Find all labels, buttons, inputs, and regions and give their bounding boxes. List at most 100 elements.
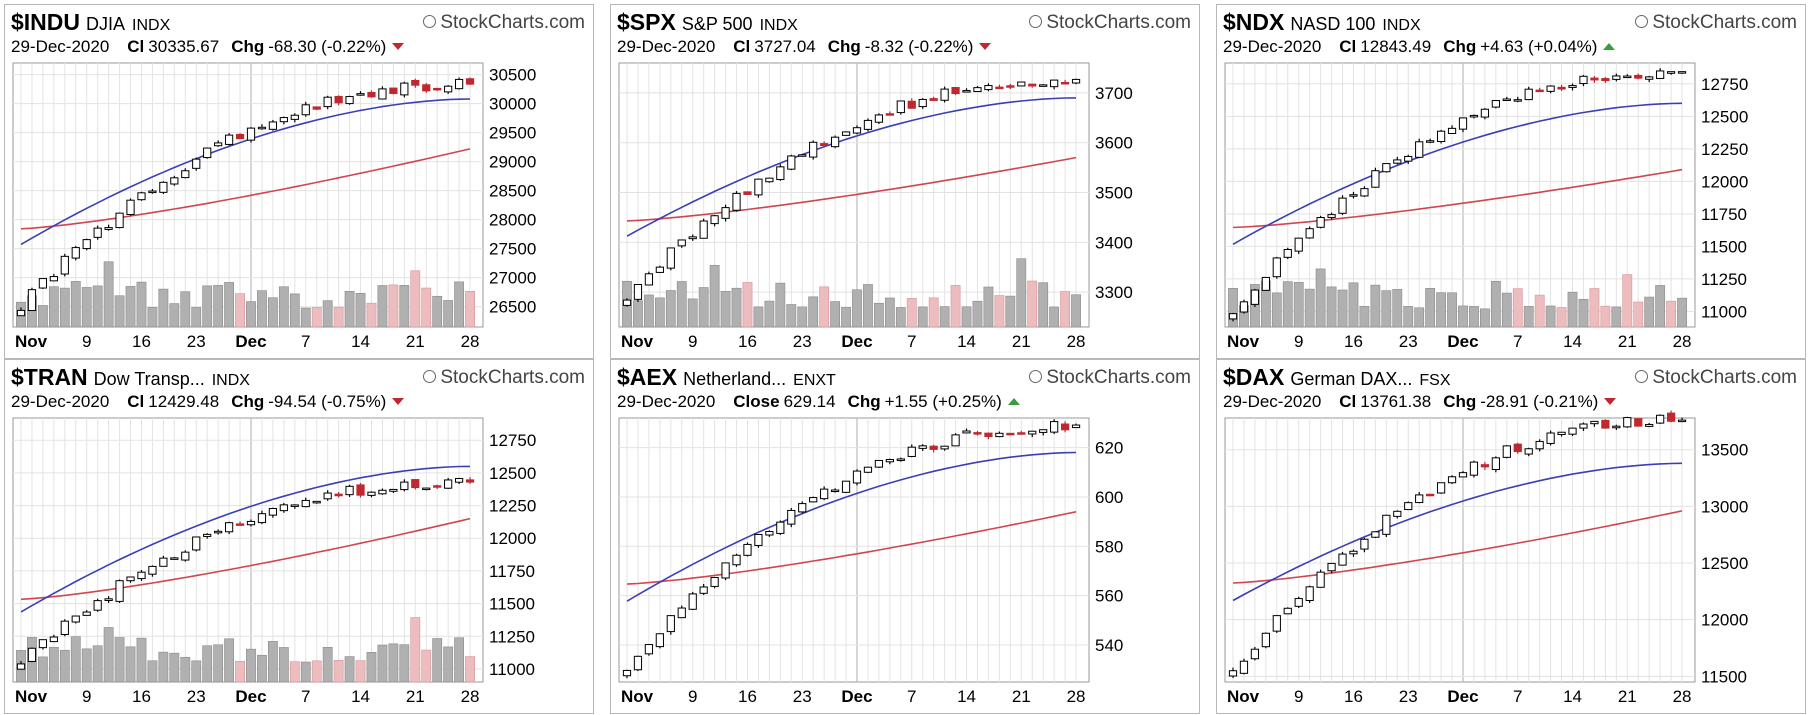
volume-bar xyxy=(388,284,399,328)
y-tick-label: 540 xyxy=(1095,636,1123,655)
volume-bar xyxy=(1027,280,1038,328)
quote-line: 29-Dec-2020 Cl 13761.38 Chg -28.91 (-0.21%) xyxy=(1223,392,1797,412)
ma-long-line xyxy=(20,517,471,601)
x-tick-label: Nov xyxy=(1227,332,1260,351)
x-tick-label: 7 xyxy=(907,687,916,706)
volume-bar xyxy=(1655,285,1666,328)
plot-frame xyxy=(1224,417,1696,683)
candle-body xyxy=(400,481,409,491)
candle-body xyxy=(863,119,873,130)
x-tick-label: 23 xyxy=(793,687,812,706)
chart-panel-indu[interactable]: $INDU DJIA INDX StockCharts.com 29-Dec-2020 C… xyxy=(4,4,594,359)
index-name: Dow Transp... xyxy=(93,369,205,389)
candle-body xyxy=(312,500,321,504)
candle-body xyxy=(1469,114,1479,118)
candle-body xyxy=(962,90,971,93)
candle-body xyxy=(214,530,223,534)
brand-link[interactable]: StockCharts.com xyxy=(1029,367,1191,389)
candle-body xyxy=(1360,538,1369,550)
candle-body xyxy=(951,87,960,95)
brand-name: StockCharts.com xyxy=(440,367,585,388)
candle-body xyxy=(633,284,643,300)
volume-bar xyxy=(884,297,895,328)
candle-body xyxy=(389,488,398,492)
volume-bar xyxy=(410,270,421,328)
candle-body xyxy=(1535,440,1544,450)
candle-body xyxy=(1349,194,1358,197)
candle-body xyxy=(1371,170,1380,188)
chart-panel-tran[interactable]: $TRAN Dow Transp... INDX StockCharts.com 29-… xyxy=(4,359,594,714)
volume-bar xyxy=(311,660,322,683)
candle-body xyxy=(1349,550,1358,555)
chart-panel-aex[interactable]: $AEX Netherland... ENXT StockCharts.com 29-D… xyxy=(610,359,1200,714)
brand-link[interactable]: StockCharts.com xyxy=(1029,12,1191,34)
y-tick-label: 11000 xyxy=(489,660,535,679)
y-tick-label: 29500 xyxy=(489,124,536,143)
y-tick-label: 12000 xyxy=(1701,172,1748,191)
volume-bar xyxy=(1038,282,1049,328)
volume-bar xyxy=(1005,295,1016,328)
volume-bar xyxy=(103,261,114,328)
brand-link[interactable]: StockCharts.com xyxy=(423,12,585,34)
candle-body xyxy=(1382,514,1391,535)
candle-body xyxy=(918,445,927,449)
symbol: $INDU xyxy=(11,9,81,35)
volume-bar xyxy=(48,286,59,328)
brand-link[interactable]: StockCharts.com xyxy=(423,367,585,389)
volume-bar xyxy=(322,300,333,328)
brand-link[interactable]: StockCharts.com xyxy=(1635,12,1797,34)
volume-bar xyxy=(114,295,125,328)
candle-body xyxy=(1338,553,1347,566)
candle-body xyxy=(1623,75,1632,79)
volume-bar xyxy=(654,297,665,328)
x-tick-label: 16 xyxy=(132,332,151,351)
ma-long-line xyxy=(1232,168,1683,229)
candle-body xyxy=(422,487,431,491)
x-tick-label: Dec xyxy=(1447,687,1478,706)
chart-panel-ndx[interactable]: $NDX NASD 100 INDX StockCharts.com 29-Dec-20… xyxy=(1216,4,1806,359)
volume-bar xyxy=(300,661,311,683)
candle-body xyxy=(224,522,234,533)
volume-bar xyxy=(38,656,48,683)
volume-bar xyxy=(644,294,654,328)
candle-body xyxy=(367,491,376,496)
y-tick-label: 11000 xyxy=(1701,302,1747,321)
candle-body xyxy=(1327,214,1336,218)
volume-bar xyxy=(1282,281,1293,328)
candle-body xyxy=(235,523,245,526)
candle-body xyxy=(1316,571,1325,588)
y-tick-label: 3400 xyxy=(1095,233,1133,252)
candle-body xyxy=(1060,81,1070,85)
candle-body xyxy=(345,96,354,105)
volume-bar xyxy=(81,648,92,683)
candle-body xyxy=(27,289,37,311)
brand-link[interactable]: StockCharts.com xyxy=(1635,367,1797,389)
candle-body xyxy=(1017,432,1026,435)
chart-panel-spx[interactable]: $SPX S&P 500 INDX StockCharts.com 29-Dec-202… xyxy=(610,4,1200,359)
chart-panel-dax[interactable]: $DAX German DAX... FSX StockCharts.com 29-De… xyxy=(1216,359,1806,714)
candle-body xyxy=(60,255,69,275)
y-tick-label: 12500 xyxy=(1701,107,1748,126)
candle-body xyxy=(1050,421,1059,433)
candle-body xyxy=(1327,562,1336,572)
candle-body xyxy=(1261,632,1270,648)
quote-line: 29-Dec-2020 Cl 12429.48 Chg -94.54 (-0.75%) xyxy=(11,392,585,412)
candle-body xyxy=(159,557,168,567)
quote-date: 29-Dec-2020 xyxy=(11,392,110,411)
x-tick-label: 23 xyxy=(1399,332,1418,351)
candle-body xyxy=(246,127,256,141)
candle-body xyxy=(874,459,884,468)
candle-body xyxy=(907,100,916,109)
candle-body xyxy=(929,98,938,101)
volume-bar xyxy=(1337,289,1348,328)
volume-bar xyxy=(764,300,775,328)
candle-body xyxy=(82,611,91,616)
volume-bar xyxy=(1490,280,1501,328)
x-tick-label: 16 xyxy=(738,332,757,351)
candle-body xyxy=(1447,476,1457,484)
candle-body xyxy=(940,88,949,101)
x-tick-label: Nov xyxy=(621,687,654,706)
x-tick-label: 9 xyxy=(1294,332,1303,351)
candle-body xyxy=(433,485,442,488)
